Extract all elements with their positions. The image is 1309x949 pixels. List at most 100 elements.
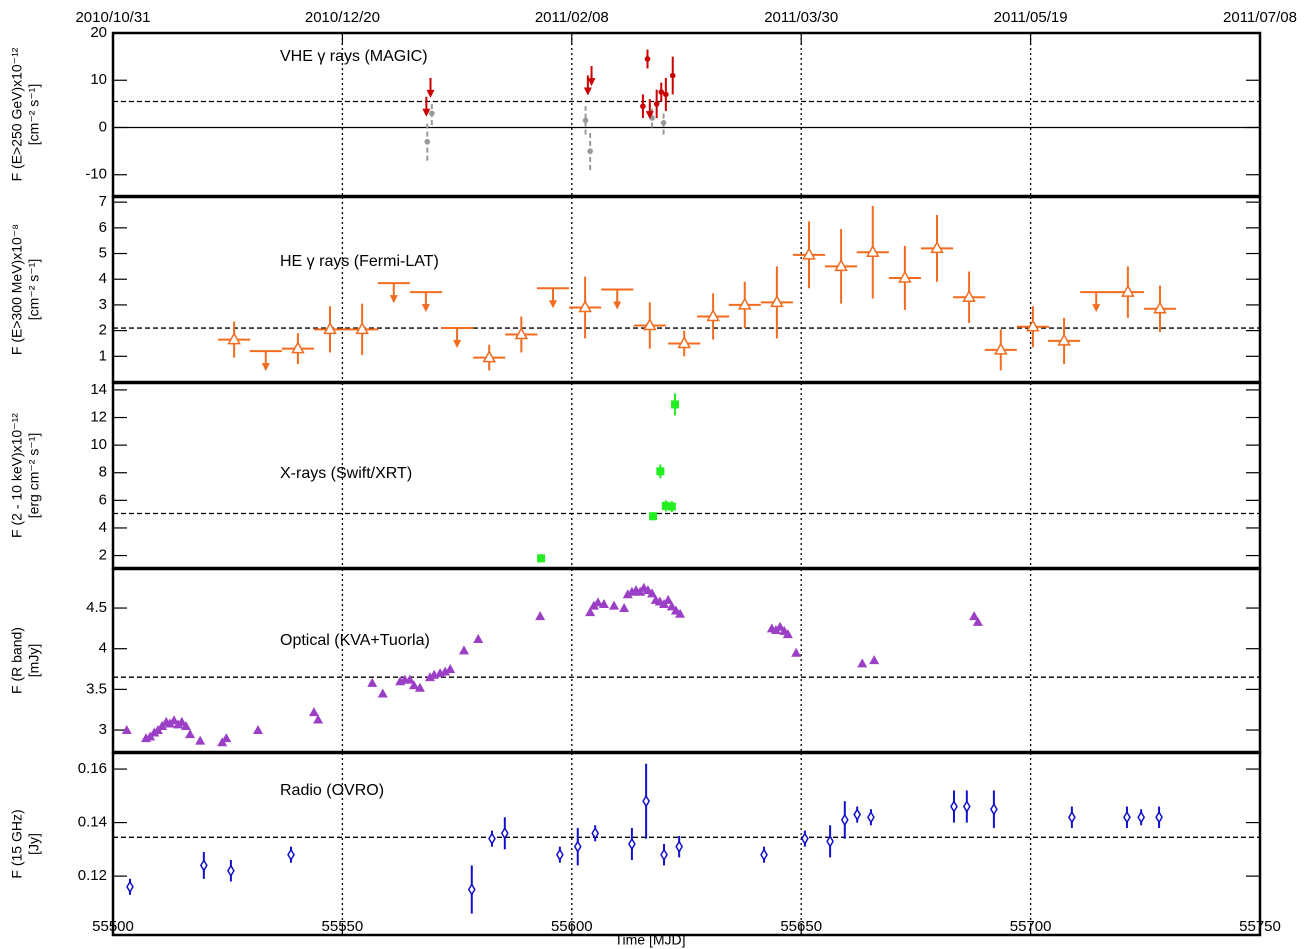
- point: [313, 714, 324, 724]
- x2-tick-label: 2011/07/08: [1223, 9, 1297, 26]
- point: [537, 554, 546, 563]
- point: [582, 117, 589, 124]
- point: [867, 810, 875, 824]
- point: [482, 350, 496, 363]
- point: [770, 294, 784, 308]
- y-tick-label: -10: [85, 166, 107, 183]
- point: [355, 321, 369, 335]
- point: [591, 826, 600, 840]
- point: [866, 244, 880, 257]
- point: [663, 91, 669, 98]
- point: [663, 594, 674, 604]
- point: [185, 729, 196, 739]
- point: [323, 321, 337, 335]
- x-tick-label: 55500: [92, 918, 134, 935]
- point: [488, 832, 496, 846]
- upper-limit-head: [453, 340, 462, 349]
- x2-tick-label: 2011/03/30: [764, 9, 838, 26]
- point: [592, 597, 603, 607]
- x-tick-label: 55650: [780, 918, 822, 935]
- point: [1121, 284, 1135, 297]
- panel-title: Radio (OVRO): [280, 782, 384, 799]
- y-tick-label: 8: [99, 464, 107, 481]
- point: [658, 89, 665, 95]
- point: [661, 501, 670, 510]
- point: [656, 467, 665, 476]
- y-tick-label: 1: [99, 347, 107, 364]
- y-axis-label: F (2 - 10 keV)x10⁻¹²: [9, 413, 25, 538]
- point: [853, 808, 862, 822]
- point: [640, 103, 646, 110]
- y-tick-label: 2: [99, 322, 107, 339]
- point: [969, 611, 980, 621]
- point: [782, 629, 793, 639]
- y-axis-label: F (E>250 GeV)x10⁻¹²: [9, 47, 25, 181]
- x2-tick-label: 2010/12/20: [305, 9, 380, 26]
- upper-limit-head: [426, 89, 435, 98]
- y-tick-label: 6: [99, 219, 107, 236]
- point: [619, 603, 630, 613]
- point: [671, 400, 680, 409]
- y-tick-label: 5: [99, 244, 107, 261]
- upper-limit-head: [261, 363, 270, 372]
- panel-frame: [111, 751, 1262, 937]
- y-tick-label: 4: [99, 270, 107, 287]
- point: [660, 119, 667, 126]
- point: [802, 247, 816, 260]
- point: [473, 633, 484, 643]
- x-tick-label: 55750: [1239, 918, 1281, 935]
- point: [195, 735, 206, 745]
- point: [287, 848, 295, 862]
- x-tick-label: 55550: [322, 918, 364, 935]
- upper-limit-head: [583, 87, 592, 96]
- point: [962, 289, 976, 302]
- point: [573, 840, 582, 854]
- y-axis-label: F (15 GHz): [9, 809, 25, 878]
- point: [440, 666, 451, 676]
- panel-title: X-rays (Swift/XRT): [280, 465, 412, 482]
- point: [972, 616, 983, 626]
- point: [227, 332, 241, 345]
- point: [308, 707, 319, 717]
- point: [669, 72, 676, 79]
- point: [826, 834, 834, 848]
- upper-limit-head: [421, 304, 430, 313]
- y-tick-label: 10: [90, 71, 107, 88]
- x-tick-label: 55600: [551, 918, 593, 935]
- point: [1068, 810, 1076, 824]
- point: [898, 270, 912, 283]
- point: [609, 600, 620, 610]
- point: [840, 813, 849, 827]
- point: [555, 848, 564, 862]
- point: [834, 258, 848, 272]
- point: [429, 110, 435, 117]
- y-axis-label: [cm⁻² s⁻¹]: [26, 259, 42, 320]
- y-tick-label: 20: [90, 24, 107, 41]
- point: [677, 335, 691, 349]
- y-tick-label: 0: [99, 118, 107, 135]
- y-axis-label: F (E>300 MeV)x10⁻⁸: [9, 224, 25, 355]
- point: [660, 848, 668, 862]
- panel-title: HE γ rays (Fermi-LAT): [280, 253, 439, 270]
- point: [404, 674, 415, 684]
- upper-limit-head: [389, 295, 398, 304]
- point: [1123, 810, 1131, 824]
- point: [377, 688, 388, 698]
- point: [500, 826, 509, 840]
- y-axis-label: F (R band): [9, 627, 25, 694]
- y-axis-label: [cm⁻² s⁻¹]: [26, 84, 42, 145]
- point: [962, 800, 971, 813]
- y-tick-label: 6: [99, 491, 107, 508]
- point: [628, 837, 636, 851]
- point: [857, 658, 868, 668]
- point: [737, 297, 752, 310]
- upper-limit-head: [548, 300, 557, 309]
- y-tick-label: 7: [99, 193, 107, 210]
- y-axis-label: [erg cm⁻² s⁻¹]: [26, 433, 42, 519]
- point: [1137, 810, 1146, 824]
- y-tick-label: 2: [99, 547, 107, 564]
- point: [176, 716, 187, 726]
- point: [221, 733, 232, 743]
- point: [622, 589, 633, 599]
- point: [585, 607, 596, 617]
